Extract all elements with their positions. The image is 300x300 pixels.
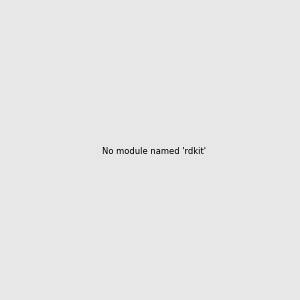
Text: No module named 'rdkit': No module named 'rdkit' xyxy=(102,147,206,156)
